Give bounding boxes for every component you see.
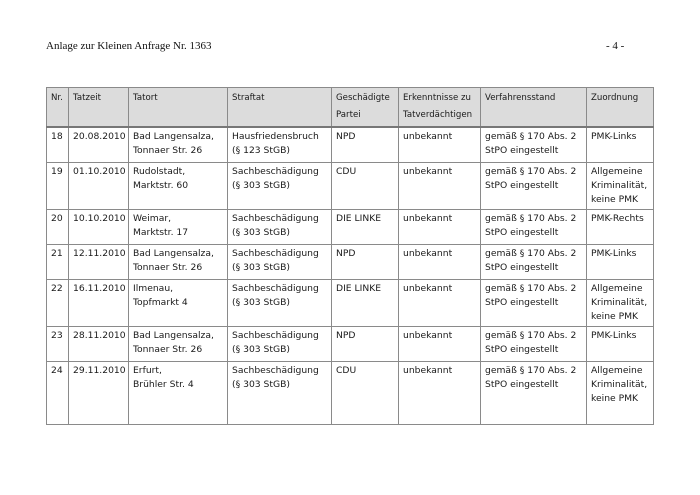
incidents-table: Nr. Tatzeit Tatort Straftat Geschädigte Part… bbox=[46, 87, 654, 425]
table-cell: 10.10.2010 bbox=[68, 208, 129, 245]
table-cell: gemäß § 170 Abs. 2 StPO eingestellt bbox=[480, 360, 587, 425]
table-cell: DIE LINKE bbox=[331, 278, 399, 327]
table-cell: 24 bbox=[46, 360, 69, 425]
table-cell: NPD bbox=[331, 243, 399, 280]
table-cell: 20.08.2010 bbox=[68, 126, 129, 163]
table-cell: unbekannt bbox=[398, 325, 481, 362]
table-cell: 18 bbox=[46, 126, 69, 163]
table-cell: 28.11.2010 bbox=[68, 325, 129, 362]
table-cell: unbekannt bbox=[398, 161, 481, 210]
table-cell: unbekannt bbox=[398, 360, 481, 425]
table-cell: PMK-Links bbox=[586, 243, 654, 280]
table-cell: CDU bbox=[331, 161, 399, 210]
table-cell: unbekannt bbox=[398, 208, 481, 245]
table-cell: Rudolstadt, Marktstr. 60 bbox=[128, 161, 228, 210]
page-number: - 4 - bbox=[606, 40, 625, 52]
table-cell: Bad Langensalza, Tonnaer Str. 26 bbox=[128, 126, 228, 163]
column-header: Erkenntnisse zu Tatverdächtigen bbox=[398, 87, 481, 128]
table-row: 21 12.11.2010 Bad Langensalza, Tonnaer Str… bbox=[46, 243, 654, 280]
table-cell: NPD bbox=[331, 325, 399, 362]
table-cell: 19 bbox=[46, 161, 69, 210]
table-cell: gemäß § 170 Abs. 2 StPO eingestellt bbox=[480, 325, 587, 362]
table-cell: DIE LINKE bbox=[331, 208, 399, 245]
table-header-row: Nr. Tatzeit Tatort Straftat Geschädigte Part… bbox=[46, 87, 654, 128]
table-row: 22 16.11.2010 Ilmenau, Topfmarkt 4 Sachbesc… bbox=[46, 278, 654, 327]
column-header: Zuordnung bbox=[586, 87, 654, 128]
table-cell: gemäß § 170 Abs. 2 StPO eingestellt bbox=[480, 208, 587, 245]
table-cell: Ilmenau, Topfmarkt 4 bbox=[128, 278, 228, 327]
table-cell: Sachbeschädigung (§ 303 StGB) bbox=[227, 360, 332, 425]
table-cell: PMK-Links bbox=[586, 126, 654, 163]
table-cell: unbekannt bbox=[398, 243, 481, 280]
column-header: Geschädigte Partei bbox=[331, 87, 399, 128]
table-cell: 01.10.2010 bbox=[68, 161, 129, 210]
table-cell: gemäß § 170 Abs. 2 StPO eingestellt bbox=[480, 278, 587, 327]
table-cell: unbekannt bbox=[398, 126, 481, 163]
column-header: Tatzeit bbox=[68, 87, 129, 128]
table-cell: Erfurt, Brühler Str. 4 bbox=[128, 360, 228, 425]
table-cell: Sachbeschädigung (§ 303 StGB) bbox=[227, 243, 332, 280]
column-header: Verfahrensstand bbox=[480, 87, 587, 128]
table-cell: 29.11.2010 bbox=[68, 360, 129, 425]
table-cell: Allgemeine Kriminalität, keine PMK bbox=[586, 278, 654, 327]
table-cell: 20 bbox=[46, 208, 69, 245]
table-cell: 16.11.2010 bbox=[68, 278, 129, 327]
table-row: 24 29.11.2010 Erfurt, Brühler Str. 4 Sachbe… bbox=[46, 360, 654, 425]
table-cell: Sachbeschädigung (§ 303 StGB) bbox=[227, 208, 332, 245]
column-header: Nr. bbox=[46, 87, 69, 128]
table-cell: unbekannt bbox=[398, 278, 481, 327]
table-row: 19 01.10.2010 Rudolstadt, Marktstr. 60 Sach… bbox=[46, 161, 654, 210]
table-row: 20 10.10.2010 Weimar, Marktstr. 17 Sachbesc… bbox=[46, 208, 654, 245]
table-cell: Bad Langensalza, Tonnaer Str. 26 bbox=[128, 325, 228, 362]
table-row: 23 28.11.2010 Bad Langensalza, Tonnaer Str… bbox=[46, 325, 654, 362]
table-cell: 12.11.2010 bbox=[68, 243, 129, 280]
table-cell: PMK-Rechts bbox=[586, 208, 654, 245]
table-cell: NPD bbox=[331, 126, 399, 163]
column-header: Tatort bbox=[128, 87, 228, 128]
table-cell: Sachbeschädigung (§ 303 StGB) bbox=[227, 161, 332, 210]
table-cell: Bad Langensalza, Tonnaer Str. 26 bbox=[128, 243, 228, 280]
column-header: Straftat bbox=[227, 87, 332, 128]
table-cell: 21 bbox=[46, 243, 69, 280]
table-cell: Sachbeschädigung (§ 303 StGB) bbox=[227, 278, 332, 327]
table-cell: CDU bbox=[331, 360, 399, 425]
table-cell: gemäß § 170 Abs. 2 StPO eingestellt bbox=[480, 126, 587, 163]
table-cell: Sachbeschädigung (§ 303 StGB) bbox=[227, 325, 332, 362]
table-cell: Hausfriedensbruch (§ 123 StGB) bbox=[227, 126, 332, 163]
table-cell: Weimar, Marktstr. 17 bbox=[128, 208, 228, 245]
document-header-title: Anlage zur Kleinen Anfrage Nr. 1363 bbox=[46, 40, 212, 52]
table-cell: PMK-Links bbox=[586, 325, 654, 362]
table-cell: gemäß § 170 Abs. 2 StPO eingestellt bbox=[480, 161, 587, 210]
table-cell: 23 bbox=[46, 325, 69, 362]
table-cell: Allgemeine Kriminalität, keine PMK bbox=[586, 161, 654, 210]
table-row: 18 20.08.2010 Bad Langensalza, Tonnaer Str… bbox=[46, 126, 654, 163]
table-cell: 22 bbox=[46, 278, 69, 327]
table-cell: gemäß § 170 Abs. 2 StPO eingestellt bbox=[480, 243, 587, 280]
table-cell: Allgemeine Kriminalität, keine PMK bbox=[586, 360, 654, 425]
